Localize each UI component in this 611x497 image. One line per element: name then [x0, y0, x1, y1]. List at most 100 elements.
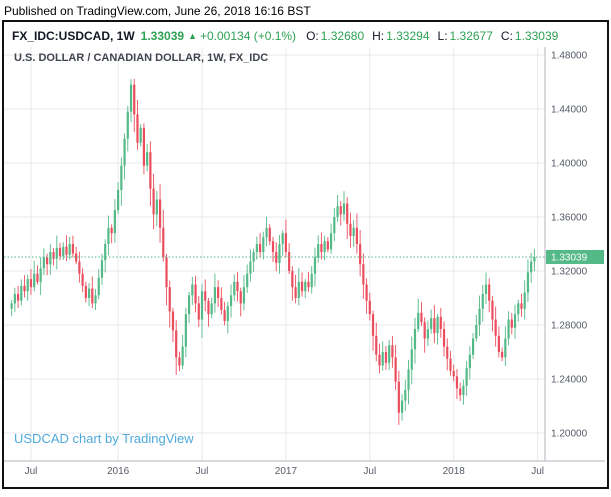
candle-body [388, 345, 391, 363]
open-label: O: [306, 29, 319, 43]
candle-body [530, 261, 533, 273]
candle-body [23, 285, 26, 292]
high-value: 1.33294 [386, 29, 430, 43]
candle-body [475, 325, 478, 339]
candle-body [313, 257, 317, 274]
candle-body [236, 281, 239, 292]
candle-body [317, 244, 320, 258]
candle-body [155, 199, 158, 215]
candle-body [58, 248, 62, 257]
candle-body [278, 244, 281, 263]
candle-body [417, 312, 420, 330]
candle-body [46, 257, 49, 265]
candle-body [158, 199, 162, 228]
candle-body [210, 303, 213, 315]
candle-body [336, 206, 339, 217]
candle-body [229, 295, 233, 307]
candle-body [349, 223, 352, 236]
candle-body [471, 338, 475, 355]
candle-body [368, 300, 371, 315]
candle-body [342, 203, 346, 215]
candle-body [139, 127, 142, 143]
candle-body [375, 335, 378, 355]
price-axis-label: 1.40000 [551, 159, 588, 170]
candle-body [430, 318, 433, 330]
candle-body [65, 246, 68, 255]
candle-body [433, 318, 436, 334]
candle-body [223, 310, 226, 321]
candle-body [459, 388, 462, 396]
price-change: +0.00134 (+0.1%) [199, 29, 297, 43]
candle-body [523, 292, 526, 309]
candle-body [397, 381, 400, 413]
candle-body [123, 138, 126, 166]
candle-body [142, 127, 146, 166]
candle-body [120, 165, 123, 190]
candle-body [426, 329, 429, 339]
time-axis-label: Jul [196, 466, 209, 477]
time-axis-label: Jul [363, 466, 376, 477]
candle-body [213, 287, 217, 304]
candle-body [371, 314, 375, 336]
candle-body [129, 84, 133, 112]
candle-body [71, 244, 75, 254]
candle-body [178, 357, 181, 366]
candle-body [33, 273, 36, 288]
candle-body [346, 203, 349, 224]
candle-body [149, 152, 152, 189]
candle-body [404, 389, 407, 401]
close-label: C: [500, 29, 513, 43]
candle-body [352, 227, 355, 236]
candle-body [442, 329, 446, 347]
candle-body [239, 291, 242, 304]
candle-body [284, 233, 288, 253]
candle-body [517, 303, 520, 315]
candle-body [310, 273, 313, 288]
candle-body [333, 217, 336, 234]
candle-body [62, 246, 65, 257]
candle-body [265, 227, 268, 238]
candle-body [420, 312, 423, 323]
candle-body [484, 284, 488, 294]
candle-body [136, 114, 139, 143]
candle-body [113, 210, 116, 234]
candle-body [255, 244, 258, 253]
candle-body [478, 308, 481, 325]
candle-body [400, 400, 404, 413]
attribution-link[interactable]: USDCAD chart by TradingView [14, 431, 194, 446]
candle-body [39, 268, 42, 282]
candle-body [87, 288, 91, 298]
candle-body [226, 306, 229, 321]
candle-body [323, 241, 326, 253]
candle-body [84, 285, 87, 298]
price-axis-label: 1.44000 [551, 105, 588, 116]
time-axis-label: 2016 [107, 466, 130, 477]
candle-body [52, 252, 55, 259]
candle-body [175, 330, 178, 358]
time-axis-label: 2018 [443, 466, 466, 477]
candle-body [207, 300, 210, 315]
candle-body [526, 272, 530, 293]
candle-body [446, 346, 449, 359]
candle-body [413, 329, 417, 350]
candle-body [452, 370, 455, 377]
candle-body [117, 190, 120, 211]
candle-body [307, 281, 310, 288]
price-axis-label: 1.28000 [551, 321, 588, 332]
time-axis-label: Jul [25, 466, 38, 477]
close-value: 1.33039 [514, 29, 559, 43]
candle-body [220, 298, 223, 311]
candle-body [271, 241, 275, 253]
candle-body [97, 277, 100, 296]
candle-body [181, 346, 184, 366]
candle-body [152, 188, 155, 215]
candle-body [204, 291, 207, 301]
candle-body [242, 287, 246, 304]
candle-body [304, 281, 307, 292]
open-value: 1.32680 [320, 29, 365, 43]
price-chart-canvas[interactable]: 1.48000 1.44000 1.40000 1.36000 1.32000 1.280… [4, 47, 605, 485]
candle-body [197, 303, 200, 320]
candle-body [49, 252, 52, 265]
candle-body [513, 314, 517, 328]
candle-body [94, 295, 97, 304]
